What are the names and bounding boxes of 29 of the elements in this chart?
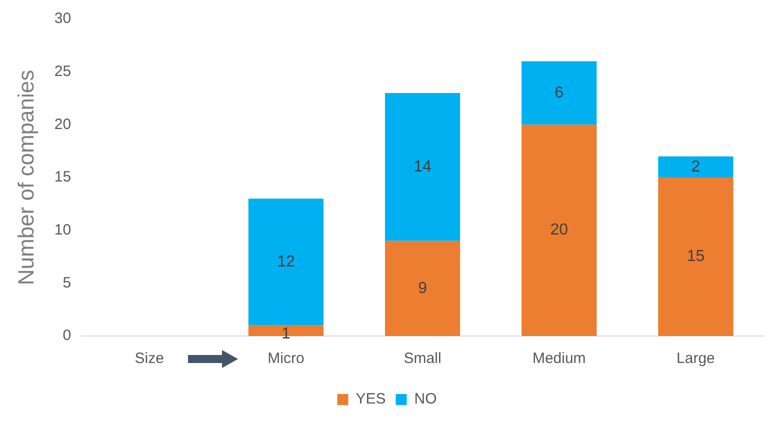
y-tick-label: 0 [62,327,72,344]
y-axis-title: Number of companies [13,70,38,286]
bar [384,240,460,336]
bar [248,198,324,326]
x-tick-label: Size [134,350,164,368]
y-tick-label: 30 [54,10,72,28]
bar [658,178,734,336]
data-label: 20 [550,222,568,239]
y-tick-label: 15 [54,168,72,186]
y-tick-label: 5 [62,274,72,292]
y-tick-label: 20 [54,116,72,133]
bar [522,124,597,336]
x-tick-label: Medium [532,350,586,368]
x-tick-label: Micro [268,350,304,368]
data-label: 12 [277,253,295,270]
x-tick-label: Large [676,350,715,368]
y-tick-label: 25 [54,62,72,80]
data-label: 9 [418,280,428,297]
bar [658,156,734,178]
bar [522,61,597,125]
y-tick-label: 10 [54,221,72,238]
legend-label: YES [356,390,386,408]
x-tick-label: Small [404,350,442,368]
data-label: 14 [414,158,432,176]
bar [384,92,460,241]
data-label: 15 [686,248,705,266]
legend-label: NO [414,390,437,408]
data-label: 6 [554,84,564,102]
data-label: 2 [691,158,700,176]
